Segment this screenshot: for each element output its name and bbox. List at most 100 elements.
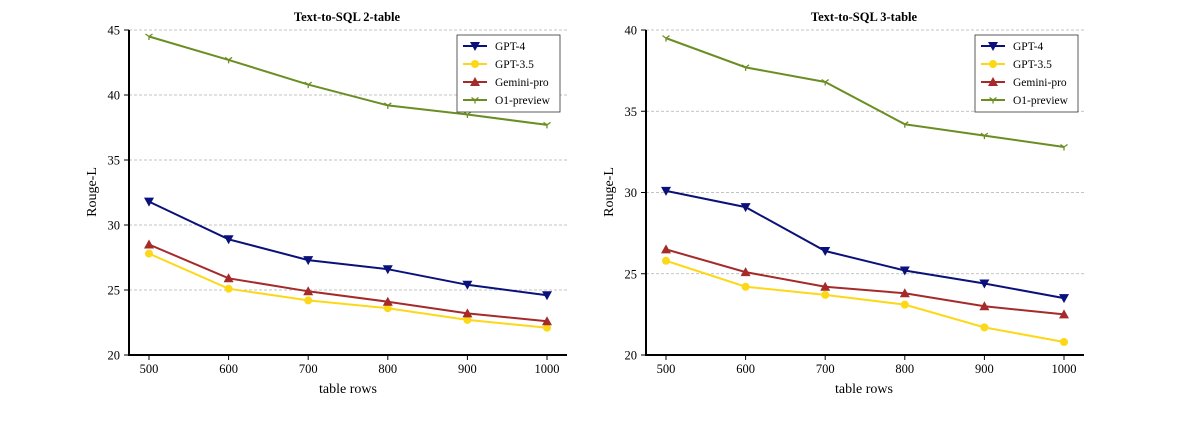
data-point-gemini-pro — [661, 244, 671, 254]
x-tick-label: 1000 — [1052, 362, 1077, 376]
x-tick-label: 500 — [657, 362, 676, 376]
legend-label-gpt-3-5: GPT-3.5 — [1013, 59, 1052, 71]
data-point-gpt-4 — [382, 265, 393, 275]
legend-marker-gpt-4 — [470, 42, 480, 51]
legend-marker-gpt-3-5 — [989, 60, 997, 68]
data-point-o1-preview — [304, 81, 313, 89]
x-tick-label: 500 — [140, 362, 159, 376]
y-tick-label: 35 — [625, 105, 638, 119]
legend-marker-gemini-pro — [988, 77, 998, 86]
data-point-gpt-3-5 — [1060, 338, 1068, 346]
x-tick-label: 900 — [458, 362, 477, 376]
series-line-gemini-pro — [665, 248, 1065, 316]
y-tick-label: 20 — [108, 349, 121, 363]
legend-label-o1-preview: O1-preview — [495, 95, 551, 107]
data-point-o1-preview — [383, 102, 392, 109]
legend-marker-gemini-pro — [470, 77, 480, 86]
y-tick-label: 30 — [108, 219, 121, 233]
data-point-gpt-4 — [542, 291, 552, 301]
series-line-gpt-4 — [148, 200, 548, 297]
legend-label-gpt-4: GPT-4 — [1013, 41, 1043, 53]
legend-label-gemini-pro: Gemini-pro — [1013, 77, 1067, 89]
y-tick-label: 20 — [625, 349, 638, 363]
data-point-gemini-pro — [820, 281, 831, 291]
data-point-gpt-4 — [223, 235, 234, 245]
data-point-gemini-pro — [223, 273, 234, 283]
data-point-gpt-4 — [462, 280, 473, 290]
data-point-o1-preview — [145, 33, 153, 40]
series-line-gpt-3-5 — [148, 252, 548, 329]
x-tick-label: 600 — [736, 362, 755, 376]
data-point-gpt-4 — [899, 266, 910, 276]
x-axis-label: table rows — [835, 382, 893, 397]
y-tick-label: 45 — [108, 24, 121, 38]
data-point-o1-preview — [543, 121, 551, 129]
data-point-gpt-3-5 — [304, 296, 313, 305]
data-point-gemini-pro — [144, 239, 154, 249]
data-point-gpt-3-5 — [383, 304, 392, 313]
data-point-gemini-pro — [303, 286, 314, 296]
data-point-gpt-4 — [303, 256, 314, 266]
series-line-gemini-pro — [148, 243, 548, 323]
legend-marker-gpt-3-5 — [471, 60, 479, 68]
data-point-gpt-3-5 — [980, 323, 989, 332]
series-line-gpt-4 — [665, 189, 1065, 300]
y-tick-label: 35 — [108, 154, 121, 168]
data-point-gpt-3-5 — [900, 300, 909, 309]
y-tick-label: 40 — [108, 89, 121, 103]
series-line-o1-preview — [665, 37, 1065, 148]
y-tick-label: 25 — [625, 267, 638, 281]
data-point-gemini-pro — [740, 267, 751, 277]
data-point-o1-preview — [980, 132, 989, 140]
chart-2-table: Text-to-SQL 2-table table rows Rouge-L 2… — [85, 10, 567, 397]
x-tick-label: 800 — [895, 362, 914, 376]
data-point-o1-preview — [1060, 143, 1068, 151]
legend-label-gemini-pro: Gemini-pro — [495, 77, 549, 89]
legend-label-gpt-3-5: GPT-3.5 — [495, 59, 534, 71]
x-tick-label: 1000 — [535, 362, 560, 376]
x-tick-label: 800 — [378, 362, 397, 376]
data-point-gpt-3-5 — [543, 323, 551, 332]
data-point-gemini-pro — [462, 308, 473, 318]
x-tick-label: 700 — [299, 362, 318, 376]
data-point-o1-preview — [900, 121, 909, 128]
chart-3-table: Text-to-SQL 3-table table rows Rouge-L 2… — [602, 10, 1084, 397]
data-point-gpt-4 — [979, 279, 990, 289]
x-tick-label: 900 — [975, 362, 994, 376]
data-point-gemini-pro — [542, 316, 552, 326]
legend-marker-gpt-4 — [988, 42, 998, 51]
data-point-o1-preview — [662, 35, 670, 42]
y-tick-label: 40 — [625, 24, 638, 38]
data-point-gpt-3-5 — [224, 284, 233, 293]
series-line-o1-preview — [148, 35, 548, 126]
x-tick-label: 600 — [219, 362, 238, 376]
chart-title: Text-to-SQL 3-table — [811, 10, 918, 24]
x-axis-label: table rows — [319, 382, 377, 397]
series-line-gpt-3-5 — [665, 259, 1065, 343]
y-tick-label: 25 — [108, 284, 121, 298]
data-point-gpt-3-5 — [463, 315, 472, 324]
data-point-o1-preview — [224, 56, 233, 64]
data-point-gemini-pro — [979, 301, 990, 311]
data-point-o1-preview — [821, 78, 830, 86]
data-point-gpt-3-5 — [145, 249, 153, 258]
y-axis-label: Rouge-L — [85, 167, 100, 217]
data-point-gpt-4 — [820, 247, 831, 256]
data-point-gpt-4 — [740, 203, 751, 213]
data-point-gemini-pro — [382, 296, 393, 306]
data-point-gpt-3-5 — [662, 256, 670, 265]
data-point-o1-preview — [463, 111, 472, 118]
legend-marker-o1-preview — [471, 96, 479, 104]
data-point-o1-preview — [741, 64, 750, 71]
data-point-gemini-pro — [899, 288, 910, 298]
y-axis-label: Rouge-L — [602, 167, 617, 217]
y-tick-label: 30 — [625, 186, 638, 200]
data-point-gpt-4 — [661, 186, 671, 196]
x-tick-label: 700 — [816, 362, 835, 376]
data-point-gpt-4 — [144, 197, 154, 207]
data-point-gpt-3-5 — [741, 282, 750, 291]
legend-label-o1-preview: O1-preview — [1013, 95, 1069, 107]
data-point-gpt-3-5 — [821, 290, 830, 299]
chart-title: Text-to-SQL 2-table — [294, 10, 401, 24]
